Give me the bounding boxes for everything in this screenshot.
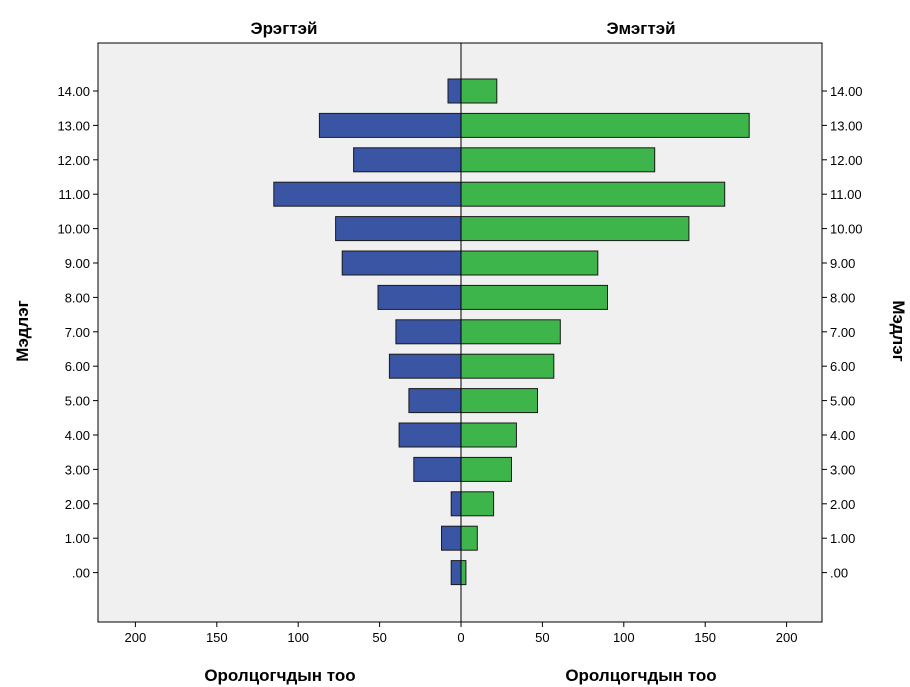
right-y-tick-label: 4.00 — [830, 428, 855, 443]
male-bar-11.00 — [273, 181, 462, 207]
female-bar-14.00 — [460, 78, 498, 104]
right-y-tick-label: 8.00 — [830, 290, 855, 305]
female-bar-3.00 — [460, 456, 512, 482]
left-panel-title: Эрэгтэй — [251, 19, 318, 38]
left-y-tick-label: 10.00 — [57, 222, 90, 237]
right-y-tick-label: 7.00 — [830, 325, 855, 340]
left-y-axis-title: Мэдлэг — [13, 300, 32, 361]
left-y-tick-label: 12.00 — [57, 153, 90, 168]
left-y-tick-label: 13.00 — [57, 118, 90, 133]
bars-layer — [273, 78, 750, 586]
right-y-tick-label: 3.00 — [830, 462, 855, 477]
left-y-tick-label: 2.00 — [65, 497, 90, 512]
left-x-tick-label: 150 — [206, 630, 228, 645]
right-y-axis-title: Мэдлэг — [889, 300, 908, 361]
left-y-tick-label: 5.00 — [65, 394, 90, 409]
female-bar-8.00 — [460, 284, 608, 310]
female-bar-13.00 — [460, 112, 750, 138]
male-bar-13.00 — [318, 112, 462, 138]
male-bar-8.00 — [377, 284, 462, 310]
right-x-axis-title: Оролцогчдын тоо — [565, 666, 716, 685]
female-bar-4.00 — [460, 422, 517, 448]
right-y-tick-label: 14.00 — [830, 84, 863, 99]
right-x-tick-label: 200 — [776, 630, 798, 645]
right-y-tick-label: 12.00 — [830, 153, 863, 168]
right-panel-title: Эмэгтэй — [606, 19, 675, 38]
right-y-tick-label: 6.00 — [830, 359, 855, 374]
center-x-tick-label: 0 — [457, 630, 464, 645]
male-bar-4.00 — [398, 422, 462, 448]
left-y-tick-label: 4.00 — [65, 428, 90, 443]
left-x-axis-title: Оролцогчдын тоо — [204, 666, 355, 685]
left-y-tick-label: 1.00 — [65, 531, 90, 546]
male-bar-12.00 — [353, 147, 462, 173]
right-x-tick-label: 100 — [613, 630, 635, 645]
female-bar-10.00 — [460, 216, 690, 242]
male-bar-.00 — [450, 560, 462, 586]
axis-layer: .00 .00 1.00 1.00 2.00 2.00 3.00 3.00 4.00 4.00 5.… — [57, 43, 863, 645]
female-bar-7.00 — [460, 319, 561, 345]
right-y-tick-label: 10.00 — [830, 222, 863, 237]
female-bar-11.00 — [460, 181, 726, 207]
left-y-tick-label: 14.00 — [57, 84, 90, 99]
female-bar-5.00 — [460, 388, 538, 414]
right-x-tick-label: 150 — [694, 630, 716, 645]
male-bar-5.00 — [408, 388, 462, 414]
male-bar-7.00 — [395, 319, 462, 345]
female-bar-1.00 — [460, 525, 478, 551]
female-bar-12.00 — [460, 147, 656, 173]
right-y-tick-label: 13.00 — [830, 118, 863, 133]
left-y-tick-label: 7.00 — [65, 325, 90, 340]
male-bar-14.00 — [447, 78, 462, 104]
left-x-tick-label: 200 — [125, 630, 147, 645]
right-y-tick-label: 5.00 — [830, 394, 855, 409]
right-x-tick-label: 50 — [535, 630, 549, 645]
right-y-tick-label: 2.00 — [830, 497, 855, 512]
female-bar-9.00 — [460, 250, 599, 276]
female-bar-2.00 — [460, 491, 495, 517]
left-y-tick-label: 3.00 — [65, 462, 90, 477]
male-bar-9.00 — [341, 250, 462, 276]
male-bar-2.00 — [450, 491, 462, 517]
male-bar-1.00 — [441, 525, 462, 551]
male-bar-10.00 — [335, 216, 462, 242]
right-y-tick-label: 9.00 — [830, 256, 855, 271]
left-x-tick-label: 100 — [287, 630, 309, 645]
left-x-tick-label: 50 — [372, 630, 386, 645]
male-bar-3.00 — [413, 456, 462, 482]
left-y-tick-label: .00 — [72, 566, 90, 581]
left-y-tick-label: 11.00 — [58, 187, 90, 202]
female-bar-.00 — [460, 560, 467, 586]
male-bar-6.00 — [388, 353, 462, 379]
left-y-tick-label: 6.00 — [65, 359, 90, 374]
left-y-tick-label: 9.00 — [65, 256, 90, 271]
female-bar-6.00 — [460, 353, 555, 379]
right-y-tick-label: 11.00 — [830, 187, 862, 202]
right-y-tick-label: .00 — [830, 566, 848, 581]
left-y-tick-label: 8.00 — [65, 290, 90, 305]
right-y-tick-label: 1.00 — [830, 531, 855, 546]
